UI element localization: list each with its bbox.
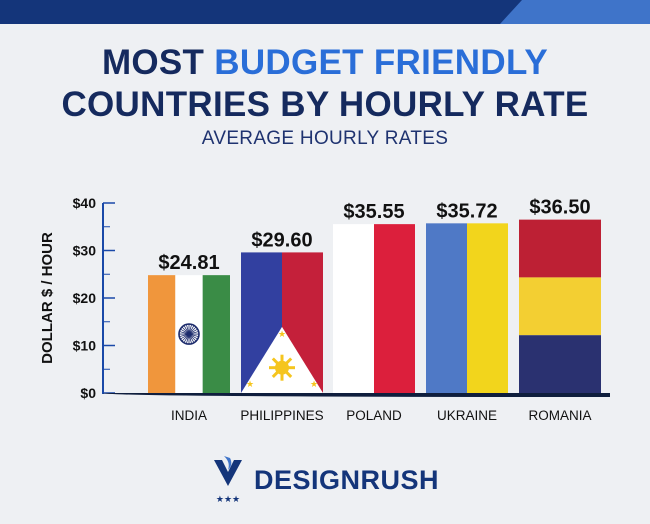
brand-name: DESIGNRUSH bbox=[254, 464, 440, 495]
svg-text:★: ★ bbox=[246, 379, 254, 389]
x-tick-label: ROMANIA bbox=[528, 408, 591, 423]
bar-poland bbox=[333, 224, 415, 393]
bar-value-label: $35.55 bbox=[343, 201, 404, 223]
svg-text:★: ★ bbox=[310, 379, 318, 389]
title-accent: BUDGET FRIENDLY bbox=[214, 43, 549, 82]
bar-value-label: $36.50 bbox=[529, 197, 590, 219]
title-line2: COUNTRIES BY HOURLY RATE bbox=[61, 85, 589, 124]
y-tick-label: $10 bbox=[73, 338, 97, 354]
bar-value-label: $29.60 bbox=[251, 229, 312, 251]
bar-india bbox=[148, 275, 230, 393]
svg-text:★★★: ★★★ bbox=[216, 495, 240, 505]
brand: ★★★ DESIGNRUSH bbox=[210, 450, 439, 510]
y-tick-label: $40 bbox=[73, 195, 97, 211]
y-axis-label: DOLLAR $ / HOUR bbox=[39, 232, 56, 364]
x-axis-baseline bbox=[103, 393, 610, 397]
svg-text:★: ★ bbox=[278, 329, 286, 339]
x-tick-label: POLAND bbox=[346, 408, 402, 423]
x-tick-label: PHILIPPINES bbox=[240, 408, 323, 423]
chart-title: MOST BUDGET FRIENDLY COUNTRIES BY HOURLY… bbox=[0, 42, 650, 126]
y-tick-label: $20 bbox=[73, 290, 97, 306]
bar-chart: DOLLAR $ / HOUR $0 $10 $20 $30 $40 $24.81 INDIA… bbox=[39, 195, 610, 423]
x-tick-label: INDIA bbox=[171, 408, 207, 423]
chart-subtitle: AVERAGE HOURLY RATES bbox=[201, 128, 449, 149]
y-tick-label: $0 bbox=[80, 385, 96, 401]
title-prefix: MOST bbox=[101, 43, 215, 82]
top-decor-accent bbox=[500, 0, 650, 24]
y-tick-label: $30 bbox=[73, 243, 97, 259]
bar-romania bbox=[519, 219, 601, 393]
bar-value-label: $24.81 bbox=[158, 252, 219, 274]
bar-value-label: $35.72 bbox=[436, 200, 497, 222]
bar-philippines: ★ ★ ★ bbox=[241, 252, 323, 393]
bar-ukraine bbox=[426, 223, 508, 393]
designrush-logo-icon: ★★★ bbox=[214, 456, 242, 505]
x-tick-label: UKRAINE bbox=[437, 408, 497, 423]
